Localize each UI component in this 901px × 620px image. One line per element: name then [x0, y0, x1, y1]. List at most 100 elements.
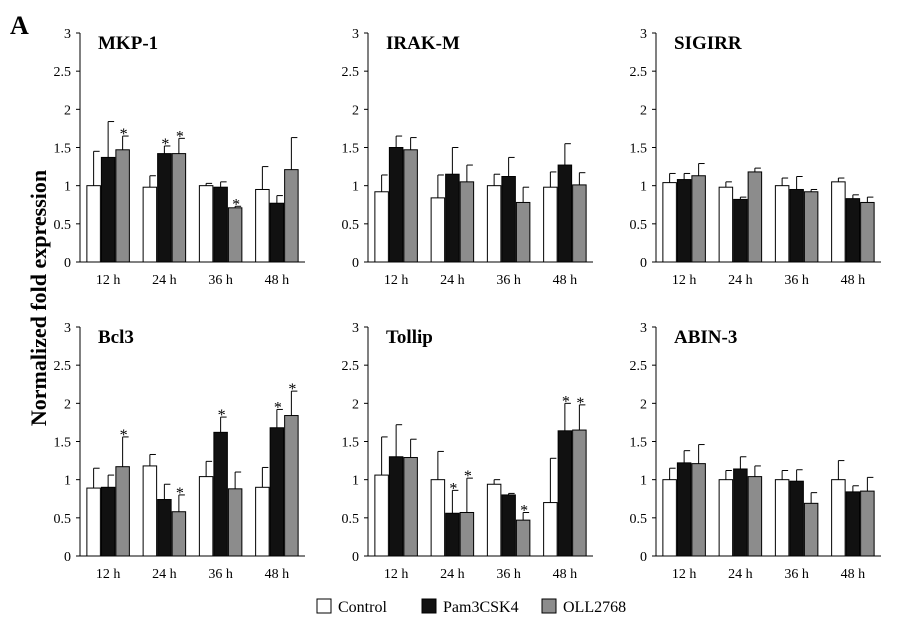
significance-marker: *	[161, 136, 169, 153]
y-axis-label: Normalized fold expression	[26, 170, 51, 426]
x-tick-label: 12 h	[96, 567, 121, 582]
significance-marker: *	[218, 407, 226, 424]
bar-control	[486, 483, 502, 557]
significance-marker: *	[288, 381, 296, 398]
bar-oll2768	[803, 191, 819, 263]
significance-marker: *	[120, 427, 128, 444]
y-tick-label: 2	[640, 103, 647, 118]
x-tick-label: 48 h	[553, 567, 578, 582]
bar-oll2768	[572, 184, 587, 263]
significance-marker: *	[520, 502, 528, 519]
y-tick-label: 2	[352, 397, 359, 412]
y-tick-label: 2.5	[630, 65, 648, 80]
bar-oll2768	[515, 201, 531, 263]
bar-oll2768	[227, 207, 243, 263]
x-tick-label: 48 h	[265, 273, 290, 288]
legend-swatch-oll2768	[541, 598, 557, 614]
legend: Control Pam3CSK4 OLL2768	[316, 598, 626, 616]
y-tick-label: 0	[352, 256, 359, 271]
y-tick-label: 0	[352, 550, 359, 565]
bar-control	[142, 465, 158, 557]
y-tick-label: 0	[640, 256, 647, 271]
x-tick-label: 48 h	[841, 567, 866, 582]
bar-oll2768	[691, 463, 706, 557]
legend-swatch-pam3csk4	[421, 598, 437, 614]
bar-oll2768	[284, 415, 299, 557]
bar-oll2768	[747, 171, 763, 263]
bar-oll2768	[403, 149, 418, 263]
y-tick-label: 2	[640, 397, 647, 412]
x-tick-label: 12 h	[672, 273, 697, 288]
bar-oll2768	[572, 429, 587, 557]
x-tick-label: 24 h	[728, 273, 753, 288]
y-tick-label: 1	[640, 180, 647, 195]
x-tick-label: 36 h	[208, 273, 233, 288]
x-tick-label: 36 h	[496, 567, 521, 582]
x-tick-label: 12 h	[384, 273, 409, 288]
bar-pam3csk4	[676, 462, 692, 557]
bar-oll2768	[691, 175, 706, 263]
y-tick-label: 0	[64, 256, 71, 271]
bar-oll2768	[860, 490, 875, 557]
x-tick-label: 48 h	[841, 273, 866, 288]
bar-control	[374, 474, 389, 557]
chart-irak-m: 0 0.5 1 1.5 2 2.5 3 IRAK-M 12 h 24 h 36 h 48 h	[342, 27, 593, 288]
bar-pam3csk4	[733, 198, 748, 263]
bar-pam3csk4	[845, 491, 861, 557]
legend-swatch-control	[316, 598, 332, 614]
chart-sigirr: 0 0.5 1 1.5 2 2.5 3 SIGIRR 12 h 24 h 36 h 48 h	[630, 27, 881, 288]
bar-control	[543, 186, 558, 263]
bar-pam3csk4	[557, 164, 573, 263]
y-tick-label: 1	[64, 474, 71, 489]
x-tick-label: 48 h	[553, 273, 578, 288]
chart-mkp-1: 0 0.5 1 1.5 2 2.5 3 MKP-1 12 h * 24 h * * 36 h * 48 h	[54, 27, 305, 288]
y-tick-label: 3	[640, 27, 647, 42]
bar-control	[831, 181, 846, 263]
bar-pam3csk4	[501, 176, 516, 263]
y-tick-label: 3	[352, 27, 359, 42]
y-tick-label: 2.5	[342, 65, 360, 80]
y-tick-label: 2	[64, 103, 71, 118]
y-tick-label: 3	[640, 321, 647, 336]
significance-marker: *	[232, 196, 240, 213]
bar-pam3csk4	[789, 480, 804, 557]
bar-oll2768	[459, 181, 475, 263]
y-tick-label: 1	[352, 180, 359, 195]
bar-pam3csk4	[445, 173, 460, 263]
y-tick-label: 1	[352, 474, 359, 489]
legend-label-control: Control	[338, 599, 387, 616]
charts: 00.511.522.53 MKP-112 h*24 h* *36 h*48 h00…	[54, 27, 881, 582]
significance-marker: *	[464, 468, 472, 485]
bar-control	[718, 479, 734, 557]
significance-marker: *	[576, 395, 584, 412]
chart-tollip: 0 0.5 1 1.5 2 2.5 3 Tollip 12 h 24 h * * 36 h * 48 h * *	[342, 321, 593, 582]
bar-pam3csk4	[100, 156, 116, 263]
bar-pam3csk4	[100, 486, 116, 557]
y-tick-label: 1.5	[342, 142, 360, 157]
legend-label-oll2768: OLL2768	[563, 599, 626, 616]
y-tick-label: 1.5	[630, 436, 648, 451]
bar-oll2768	[803, 502, 819, 557]
y-tick-label: 2.5	[630, 359, 648, 374]
bar-oll2768	[403, 457, 418, 557]
y-tick-label: 1	[64, 180, 71, 195]
bar-oll2768	[515, 519, 531, 557]
bar-control	[255, 486, 270, 557]
bar-oll2768	[115, 466, 130, 557]
significance-marker: *	[120, 126, 128, 143]
bar-pam3csk4	[157, 499, 172, 557]
y-tick-label: 2.5	[342, 359, 360, 374]
y-tick-label: 2.5	[54, 65, 72, 80]
significance-marker: *	[176, 485, 184, 502]
x-tick-label: 24 h	[728, 567, 753, 582]
chart-title: IRAK-M	[386, 33, 460, 54]
y-tick-label: 0.5	[342, 512, 360, 527]
chart-title: Bcl3	[98, 327, 134, 348]
y-tick-label: 0.5	[630, 512, 648, 527]
bar-control	[662, 479, 677, 557]
bar-control	[543, 502, 558, 557]
bar-pam3csk4	[388, 456, 404, 557]
y-tick-label: 1.5	[54, 142, 72, 157]
y-tick-label: 0.5	[54, 218, 72, 233]
